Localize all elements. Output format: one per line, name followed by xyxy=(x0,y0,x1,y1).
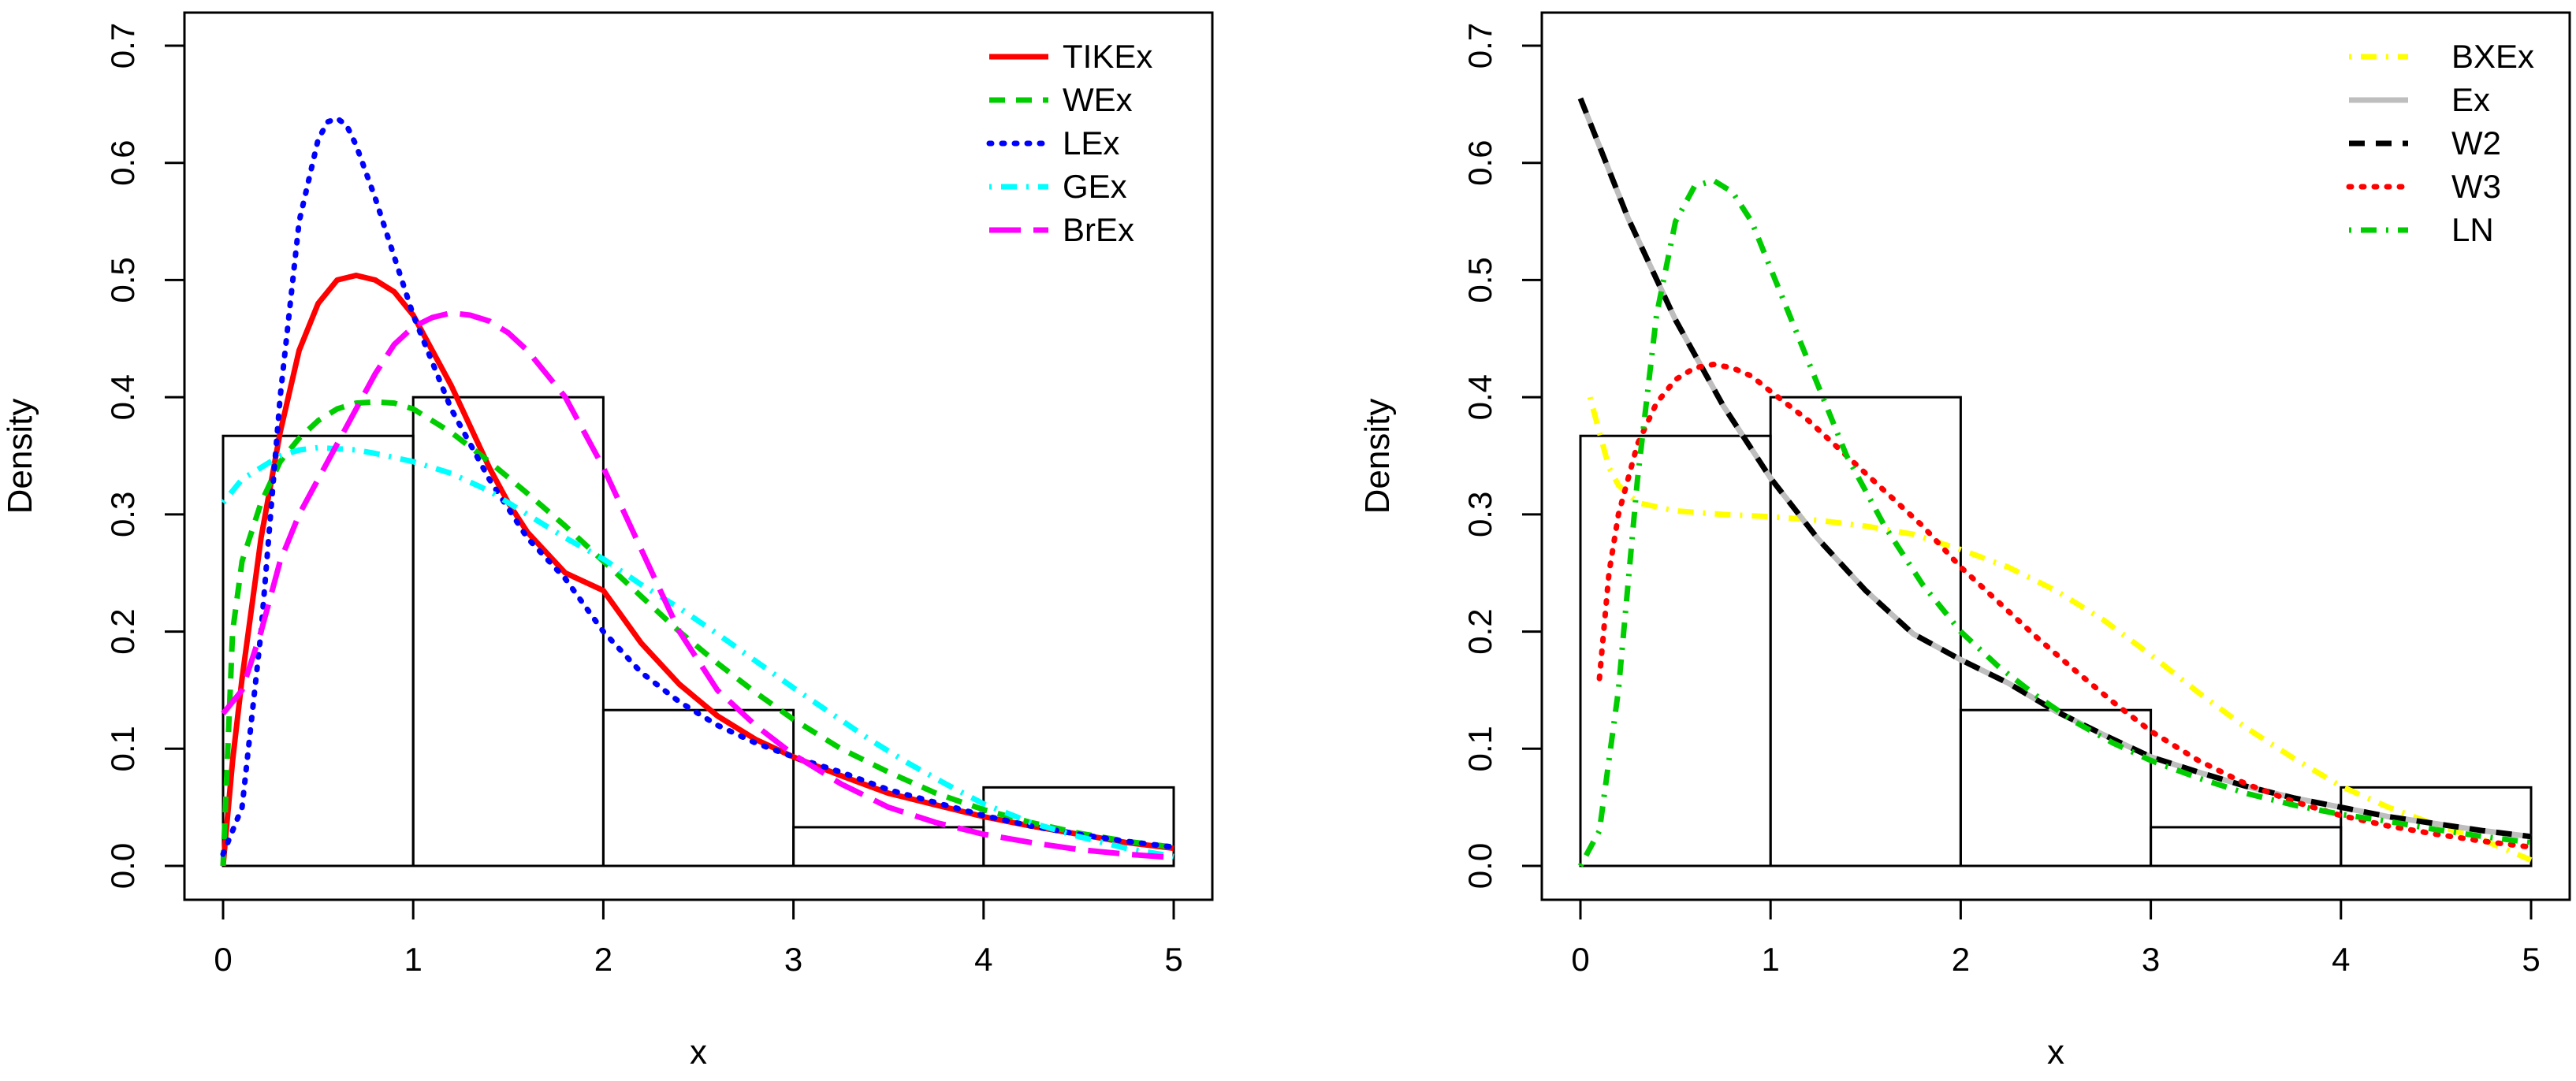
panel-1-y-tick-label: 0.5 xyxy=(104,257,141,303)
panel-1-chart: 0 1 2 3 4 5 x 0.0 0.1 0.2 0.3 0.4 0.5 0.6 0.7 Density TI… xyxy=(1,11,1214,1072)
panel-1-y-tick-label: 0.2 xyxy=(104,608,141,654)
panel-1-series-lex xyxy=(220,115,1177,857)
panel-2-series-w2 xyxy=(1577,97,2532,840)
panel-1-series-tikex xyxy=(220,273,1174,867)
panel-2-hist-bar xyxy=(1769,396,1962,867)
panel-1-legend: TIKEx WEx LEx GEx BrEx xyxy=(986,38,1152,248)
panel-2-y-tick-label: 0.5 xyxy=(1461,257,1498,303)
panel-1-y-tick-label: 0.7 xyxy=(104,23,141,69)
panel-2-y-tick-label: 0.7 xyxy=(1461,23,1498,69)
panel-2-plot-frame xyxy=(1540,11,2571,901)
panel-2-legend-label-w3: W3 xyxy=(2451,168,2501,205)
panel-1-hist-bar xyxy=(411,396,605,867)
panel-2-hist-bar xyxy=(1579,434,1772,867)
panel-1-x-tick-label: 5 xyxy=(1164,941,1182,978)
panel-1-hist-bar xyxy=(982,786,1175,867)
panel-2-y-tick-label: 0.1 xyxy=(1461,726,1498,771)
panel-1-x-axis-title: x xyxy=(690,1033,707,1072)
panel-1-legend-label-gex: GEx xyxy=(1063,168,1127,205)
panel-2-x-tick-label: 4 xyxy=(2332,941,2350,978)
panel-1-series-brex xyxy=(221,310,1174,861)
panel-2-y-tick-label: 0.0 xyxy=(1461,843,1498,889)
panel-2-series-ln xyxy=(1577,177,2532,867)
panel-2-x-tick-label: 0 xyxy=(1571,941,1589,978)
panel-1-legend-label-wex: WEx xyxy=(1063,81,1133,118)
panel-2-hist-bar xyxy=(2340,786,2533,867)
panel-2-legend-label-ln: LN xyxy=(2451,211,2494,248)
panel-1-legend-label-lex: LEx xyxy=(1063,124,1119,162)
panel-2-x-tick-label: 3 xyxy=(2142,941,2160,978)
panel-2-x-axis-title: x xyxy=(2047,1033,2064,1072)
panel-2-x-tick-label: 2 xyxy=(1952,941,1970,978)
panel-1-y-tick-label: 0.1 xyxy=(104,726,141,771)
panel-2-legend-label-w2: W2 xyxy=(2451,124,2501,162)
panel-1-y-tick-label: 0.0 xyxy=(104,843,141,889)
panel-1-legend-label-tikex: TIKEx xyxy=(1063,38,1152,75)
panel-2-y-axis-title: Density xyxy=(1358,399,1397,514)
panel-2-y-tick-label: 0.4 xyxy=(1461,374,1498,420)
panel-2-legend-label-bxex: BXEx xyxy=(2451,38,2534,75)
panel-1-x-tick-label: 3 xyxy=(784,941,802,978)
panel-1-y-tick-label: 0.6 xyxy=(104,140,141,186)
panel-1-series-gex xyxy=(221,444,1174,860)
panel-1-hist-bar xyxy=(601,708,795,867)
panel-2-y-tick-label: 0.6 xyxy=(1461,140,1498,186)
panel-1-x-tick-label: 0 xyxy=(214,941,232,978)
panel-1-x-tick-label: 4 xyxy=(974,941,992,978)
panel-1-y-tick-label: 0.4 xyxy=(104,374,141,420)
panel-1-x-tick-label: 1 xyxy=(404,941,423,978)
panel-1-x-tick-label: 2 xyxy=(594,941,612,978)
panel-1-series-wex xyxy=(220,399,1174,867)
panel-2-legend: BXEx Ex W2 W3 LN xyxy=(2346,38,2534,248)
panel-2-hist-bar xyxy=(2150,826,2343,867)
panel-2-series-bxex xyxy=(1587,396,2533,863)
panel-1-hist-bar xyxy=(792,826,985,867)
panel-1-hist-bar xyxy=(221,434,415,867)
panel-2-hist-bar xyxy=(1959,708,2153,867)
panel-1-legend-label-brex: BrEx xyxy=(1063,211,1134,248)
panel-2-x-tick-label: 5 xyxy=(2522,941,2540,978)
panel-1-plot-frame xyxy=(183,11,1214,901)
panel-2-y-tick-label: 0.3 xyxy=(1461,492,1498,537)
panel-2-series-ex xyxy=(1577,97,2532,840)
panel-2-x-tick-label: 1 xyxy=(1762,941,1780,978)
panel-2-legend-label-ex: Ex xyxy=(2451,81,2490,118)
panel-2-series-w3 xyxy=(1596,362,2534,850)
panel-1-y-axis-title: Density xyxy=(1,399,39,514)
panel-1-y-tick-label: 0.3 xyxy=(104,492,141,537)
panel-2-y-tick-label: 0.2 xyxy=(1461,608,1498,654)
panel-2-chart: 0 1 2 3 4 5 x 0.0 0.1 0.2 0.3 0.4 0.5 0.6 0.7 Density BX… xyxy=(1358,11,2571,1072)
